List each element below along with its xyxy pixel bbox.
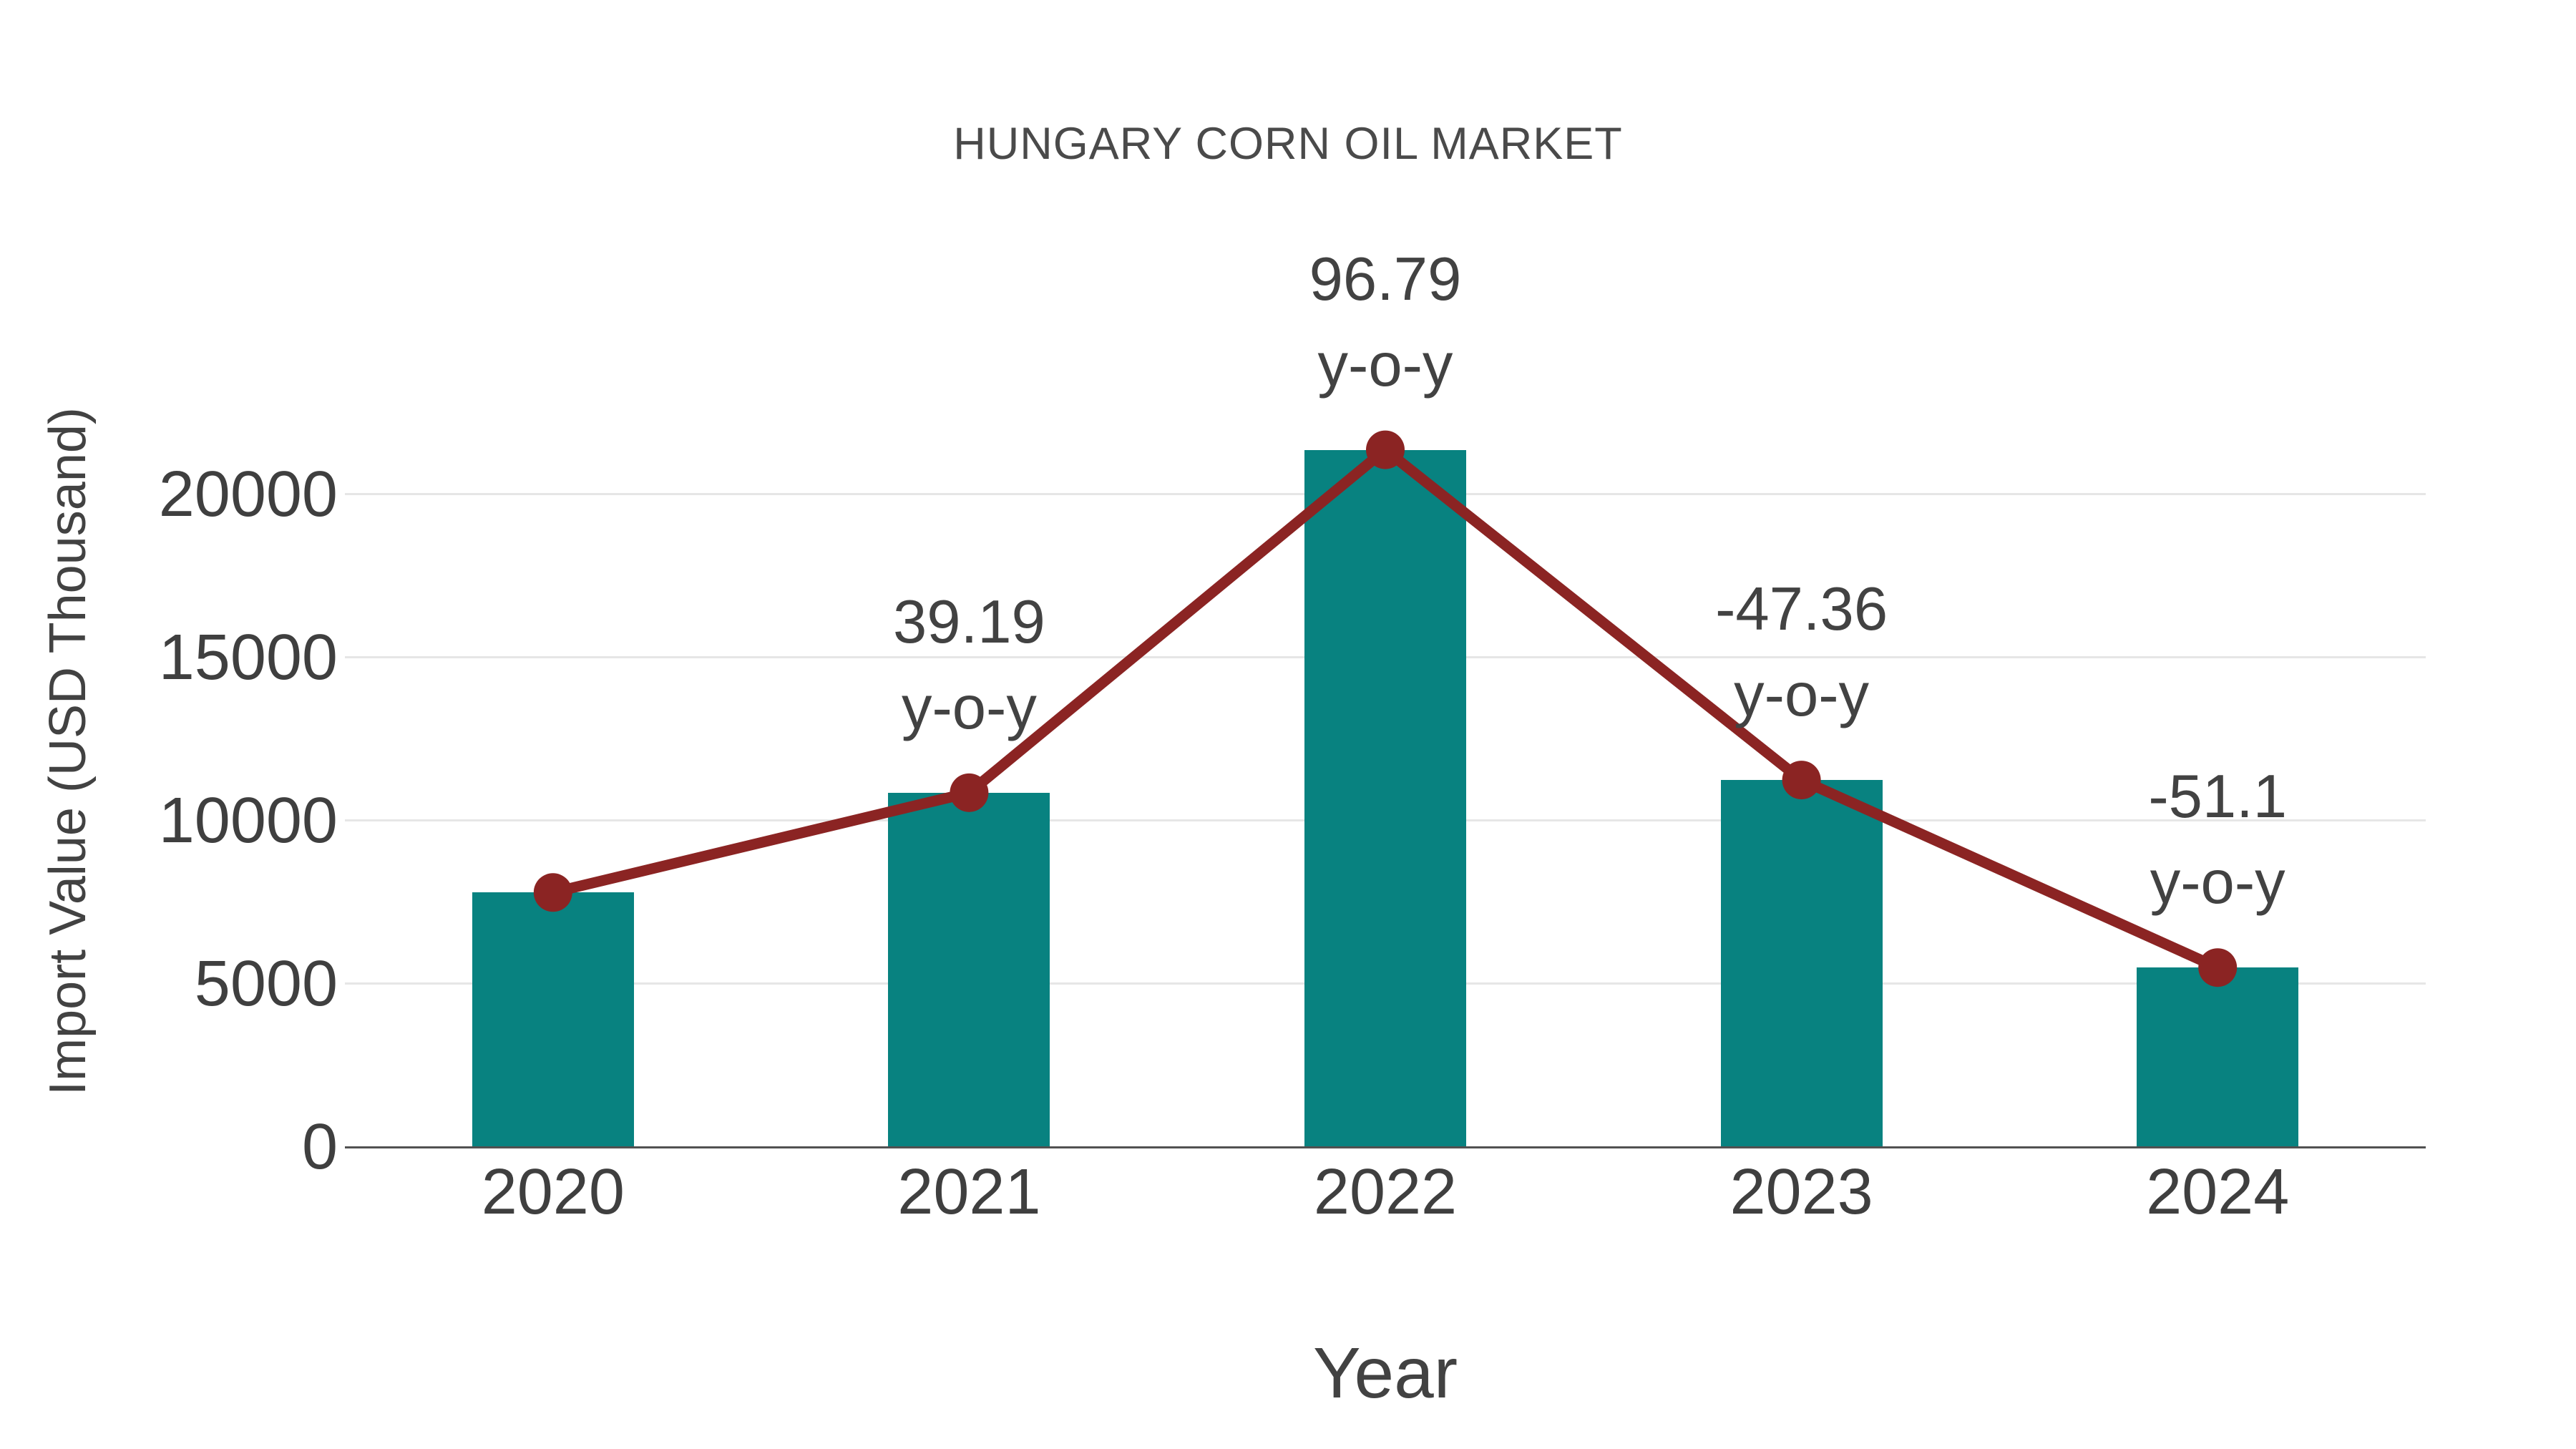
- xtick-label-2024: 2024: [2146, 1156, 2290, 1228]
- annotation-value-2023: -47.36: [1715, 575, 1888, 644]
- annotation-value-2024: -51.1: [2148, 763, 2288, 831]
- bar-2022: [1304, 449, 1466, 1147]
- annotation-2022: 96.79 y-o-y: [1199, 237, 1571, 409]
- bar-2020: [472, 892, 634, 1147]
- bar-2024: [2137, 967, 2299, 1147]
- xtick-label-2021: 2021: [897, 1156, 1041, 1228]
- marker-2022: [1366, 430, 1405, 469]
- bar-2023: [1720, 780, 1883, 1147]
- xtick-label-2020: 2020: [481, 1156, 625, 1228]
- annotation-suffix-2023: y-o-y: [1734, 661, 1870, 730]
- marker-2021: [950, 773, 989, 812]
- ytick-label-10000: 10000: [158, 784, 338, 857]
- ytick-label-20000: 20000: [158, 458, 338, 530]
- marker-2023: [1782, 761, 1821, 800]
- yoy-line-layer: [533, 430, 2238, 987]
- ytick-label-0: 0: [301, 1111, 338, 1183]
- annotation-2023: -47.36 y-o-y: [1616, 567, 1988, 738]
- annotation-2024: -51.1 y-o-y: [2031, 754, 2404, 926]
- annotation-value-2021: 39.19: [893, 587, 1045, 656]
- marker-2020: [533, 873, 572, 912]
- plot-area: 0 5000 10000 15000 20000 2020 2021 2022 2023 2024…: [159, 245, 2426, 1228]
- ytick-label-5000: 5000: [194, 947, 338, 1020]
- x-axis-line: [345, 1146, 2426, 1148]
- annotation-2021: 39.19 y-o-y: [783, 580, 1155, 751]
- x-axis-title: Year: [1312, 1333, 1458, 1413]
- chart-title: HUNGARY CORN OIL MARKET: [953, 119, 1623, 169]
- annotation-suffix-2021: y-o-y: [901, 673, 1037, 742]
- xtick-label-2023: 2023: [1729, 1156, 1873, 1228]
- annotation-suffix-2022: y-o-y: [1317, 331, 1453, 399]
- bar-2021: [888, 792, 1050, 1147]
- annotation-value-2022: 96.79: [1309, 245, 1462, 313]
- ytick-label-15000: 15000: [158, 621, 338, 693]
- marker-2024: [2198, 948, 2238, 987]
- xtick-label-2022: 2022: [1313, 1156, 1458, 1228]
- annotation-suffix-2024: y-o-y: [2150, 849, 2285, 917]
